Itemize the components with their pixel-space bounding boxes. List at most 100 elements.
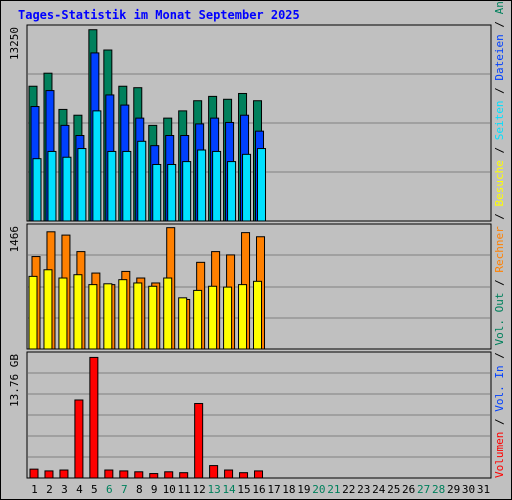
- x-tick-label-day-13: 13: [207, 483, 220, 496]
- x-tick-label-day-1: 1: [31, 483, 38, 496]
- bar-besuche-day-7: [118, 279, 128, 350]
- legend-segment: Anfragen: [493, 0, 506, 14]
- bar-volumen-day-11: [179, 472, 189, 479]
- bar-besuche-day-5: [88, 284, 98, 350]
- legend-segment: Vol. Out: [493, 293, 506, 346]
- x-tick-label-day-9: 9: [151, 483, 158, 496]
- legend-segment: /: [493, 206, 506, 226]
- x-tick-label-day-11: 11: [178, 483, 191, 496]
- bar-besuche-day-15: [238, 284, 248, 350]
- x-tick-label-day-8: 8: [136, 483, 143, 496]
- bar-seiten-day-14: [227, 161, 237, 222]
- chart-title: Tages-Statistik im Monat September 2025: [18, 8, 300, 22]
- bar-seiten-day-16: [257, 148, 267, 222]
- bar-volumen-day-10: [164, 471, 174, 479]
- bar-besuche-day-3: [58, 277, 68, 350]
- bar-seiten-day-5: [92, 110, 102, 222]
- legend-segment: /: [493, 81, 506, 101]
- bar-volumen-day-3: [59, 469, 69, 479]
- bar-seiten-day-12: [197, 149, 207, 222]
- x-tick-label-day-23: 23: [357, 483, 370, 496]
- x-tick-label-day-27: 27: [417, 483, 430, 496]
- right-legend: Volumen / Vol. In / Vol. Out / Rechner /…: [493, 0, 506, 478]
- bar-besuche-day-13: [208, 285, 218, 350]
- bar-seiten-day-4: [77, 148, 87, 222]
- legend-segment: Dateien: [493, 34, 506, 80]
- x-tick-label-day-4: 4: [76, 483, 83, 496]
- bar-seiten-day-13: [212, 150, 222, 222]
- bar-volumen-day-2: [44, 470, 54, 479]
- y-max-label-top: 13250: [8, 27, 21, 60]
- bar-seiten-day-2: [47, 150, 57, 222]
- legend-segment: Volumen: [493, 432, 506, 478]
- bar-volumen-day-7: [119, 470, 129, 479]
- bar-volumen-day-9: [149, 473, 159, 479]
- bar-besuche-day-8: [133, 282, 143, 350]
- legend-segment: /: [493, 412, 506, 432]
- bar-volumen-day-12: [194, 403, 204, 479]
- bar-seiten-day-11: [182, 161, 192, 222]
- bar-seiten-day-6: [107, 150, 117, 222]
- x-tick-label-day-31: 31: [477, 483, 490, 496]
- bar-volumen-day-16: [254, 470, 264, 479]
- x-tick-label-day-5: 5: [91, 483, 98, 496]
- legend-segment: Rechner: [493, 226, 506, 273]
- bar-besuche-day-11: [178, 297, 188, 350]
- x-tick-label-day-12: 12: [193, 483, 206, 496]
- x-tick-label-day-15: 15: [237, 483, 250, 496]
- bar-volumen-day-6: [104, 469, 114, 479]
- x-tick-label-day-29: 29: [447, 483, 460, 496]
- x-tick-label-day-28: 28: [432, 483, 445, 496]
- legend-segment: /: [493, 346, 506, 366]
- x-tick-label-day-3: 3: [61, 483, 68, 496]
- bar-volumen-day-8: [134, 471, 144, 479]
- x-tick-label-day-21: 21: [327, 483, 340, 496]
- x-tick-label-day-26: 26: [402, 483, 415, 496]
- x-tick-label-day-14: 14: [222, 483, 236, 496]
- x-tick-label-day-7: 7: [121, 483, 128, 496]
- bar-volumen-day-14: [224, 469, 234, 479]
- x-tick-label-day-30: 30: [462, 483, 475, 496]
- bar-seiten-day-7: [122, 150, 132, 222]
- bar-volumen-day-13: [209, 465, 219, 479]
- y-max-label-bottom: 13.76 GB: [8, 354, 21, 407]
- bar-volumen-day-15: [239, 472, 249, 479]
- bar-besuche-day-12: [193, 289, 203, 350]
- bar-seiten-day-3: [62, 156, 72, 222]
- x-tick-label-day-24: 24: [372, 483, 386, 496]
- x-tick-label-day-6: 6: [106, 483, 113, 496]
- x-tick-label-day-2: 2: [46, 483, 53, 496]
- x-tick-label-day-19: 19: [297, 483, 310, 496]
- bar-besuche-day-1: [28, 275, 38, 350]
- x-tick-label-day-18: 18: [282, 483, 295, 496]
- legend-segment: /: [493, 273, 506, 293]
- bar-volumen-day-5: [89, 356, 99, 479]
- x-tick-label-day-10: 10: [163, 483, 176, 496]
- x-tick-label-day-20: 20: [312, 483, 325, 496]
- legend-segment: /: [493, 14, 506, 34]
- legend-segment: Seiten: [493, 100, 506, 140]
- bar-besuche-day-14: [223, 286, 233, 350]
- bar-besuche-day-2: [43, 269, 53, 350]
- legend-segment: /: [493, 140, 506, 160]
- legend-segment: Vol. In: [493, 365, 506, 411]
- bar-seiten-day-8: [137, 140, 147, 222]
- bar-seiten-day-15: [242, 153, 252, 222]
- bar-besuche-day-16: [253, 280, 263, 350]
- bar-besuche-day-4: [73, 274, 83, 350]
- x-tick-label-day-22: 22: [342, 483, 355, 496]
- x-tick-label-day-16: 16: [252, 483, 265, 496]
- legend-segment: Besuche: [493, 160, 506, 206]
- x-tick-label-day-17: 17: [267, 483, 280, 496]
- y-max-label-middle: 1466: [8, 226, 21, 253]
- bar-seiten-day-10: [167, 163, 177, 222]
- bar-seiten-day-9: [152, 163, 162, 222]
- x-tick-label-day-25: 25: [387, 483, 400, 496]
- bar-besuche-day-9: [148, 285, 158, 350]
- bar-volumen-day-4: [74, 399, 84, 479]
- bar-volumen-day-1: [29, 468, 39, 479]
- bar-besuche-day-10: [163, 277, 173, 350]
- bar-besuche-day-6: [103, 283, 113, 350]
- bar-seiten-day-1: [32, 158, 42, 222]
